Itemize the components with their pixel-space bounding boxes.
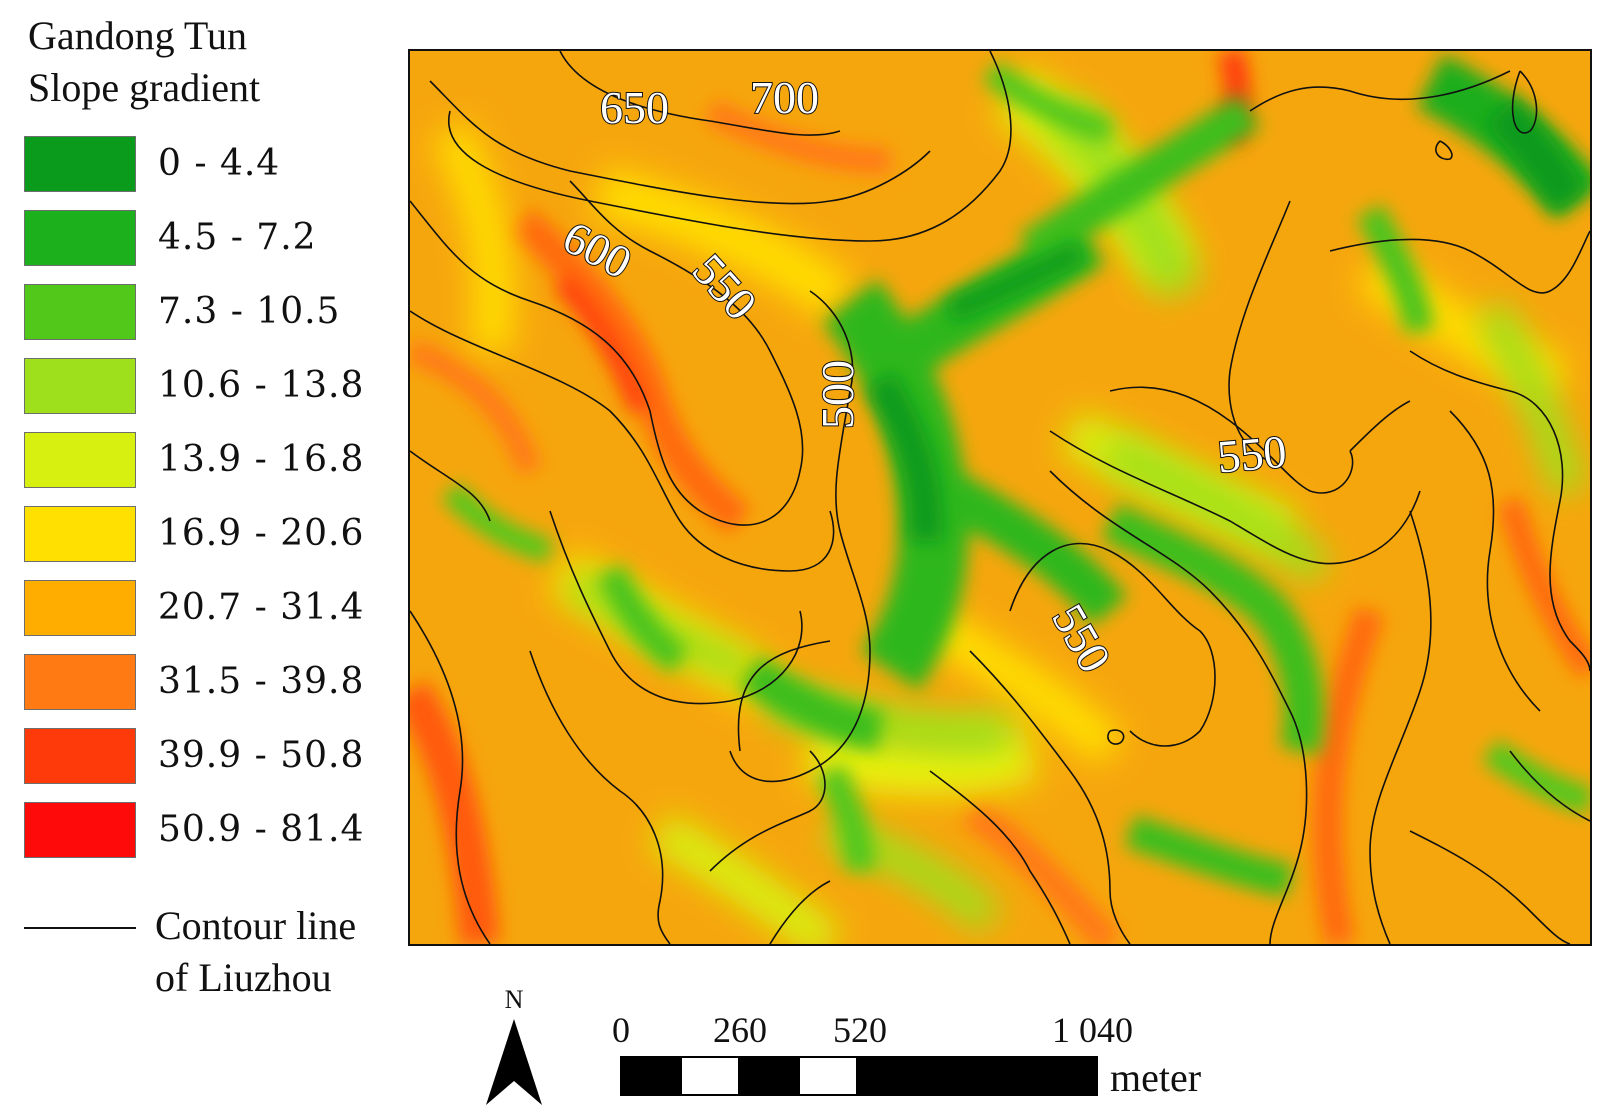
contour-label-500: 500: [812, 360, 863, 429]
legend-label: 50.9 - 81.4: [158, 809, 365, 850]
contour-line: [1435, 140, 1453, 161]
contour-line: [559, 51, 841, 136]
legend-title-line-1: Gandong Tun: [28, 13, 247, 58]
contour-line: [1369, 510, 1432, 944]
contour-line: [429, 80, 931, 205]
contour-line: [1511, 70, 1538, 134]
legend-item-class-2: 4.5 - 7.2: [24, 207, 384, 267]
contour-line: [447, 51, 1012, 242]
contour-line: [1329, 230, 1590, 294]
contour-line: [410, 310, 835, 572]
legend-label: 39.9 - 50.8: [158, 735, 365, 776]
legend-swatch: [24, 210, 136, 266]
scale-segment: [738, 1056, 800, 1096]
contour-line: [1349, 400, 1411, 452]
contour-line: [410, 180, 804, 526]
legend-label: 31.5 - 39.8: [158, 661, 365, 702]
contour-legend: Contour line of Liuzhou: [24, 900, 404, 1010]
legend-swatch: [24, 358, 136, 414]
scale-tick-260: 260: [713, 1010, 767, 1050]
contour-line: [929, 770, 1071, 944]
legend-item-class-6: 16.9 - 20.6: [24, 503, 384, 563]
scale-unit: meter: [1110, 1055, 1202, 1100]
legend-swatch: [24, 728, 136, 784]
legend-item-class-7: 20.7 - 31.4: [24, 577, 384, 637]
contour-line: [529, 650, 671, 944]
contour-line: [1049, 470, 1308, 944]
legend-swatch: [24, 284, 136, 340]
legend-label: 4.5 - 7.2: [158, 217, 317, 258]
contour-line: [1249, 70, 1511, 112]
legend-swatch: [24, 432, 136, 488]
legend-item-class-5: 13.9 - 16.8: [24, 429, 384, 489]
legend-swatch: [24, 654, 136, 710]
legend-item-class-1: 0 - 4.4: [24, 133, 384, 193]
north-arrow: N: [484, 985, 544, 1105]
contour-line: [1049, 430, 1421, 565]
scale-tick-520: 520: [833, 1010, 887, 1050]
scale-bar: 0 260 520 1 040 meter: [612, 1010, 1220, 1110]
legend-swatch: [24, 580, 136, 636]
contour-line: [1009, 542, 1216, 747]
contour-line: [1449, 410, 1541, 712]
contour-line: [709, 750, 826, 872]
scale-segment: [620, 1056, 682, 1096]
contour-line: [1228, 200, 1291, 462]
slope-map-canvas: 650 700 600 550 500 550 550: [410, 51, 1590, 944]
contour-line: [1409, 350, 1590, 672]
legend-label: 20.7 - 31.4: [158, 587, 365, 628]
contour-line: [549, 510, 803, 705]
contour-line-sample: [24, 927, 136, 929]
legend-label: 0 - 4.4: [158, 143, 281, 184]
scale-segment: [680, 1056, 740, 1096]
contour-line: [1109, 386, 1354, 494]
scale-segment: [798, 1056, 858, 1096]
contour-line: [410, 610, 491, 944]
legend-item-class-8: 31.5 - 39.8: [24, 651, 384, 711]
contour-line: [769, 880, 831, 944]
north-label: N: [504, 985, 524, 1014]
contour-legend-line-1: Contour line: [155, 903, 357, 948]
scale-tick-0: 0: [612, 1010, 630, 1050]
legend-label: 13.9 - 16.8: [158, 439, 365, 480]
flattest-valley-core: [866, 96, 1587, 543]
slope-map: 650 700 600 550 500 550 550: [408, 49, 1592, 946]
legend-item-class-3: 7.3 - 10.5: [24, 281, 384, 341]
legend-swatch: [24, 506, 136, 562]
contour-line: [729, 290, 871, 783]
legend-item-class-9: 39.9 - 50.8: [24, 725, 384, 785]
contour-label-700: 700: [750, 72, 819, 123]
legend-item-class-10: 50.9 - 81.4: [24, 799, 384, 859]
contour-line: [969, 650, 1131, 944]
legend-label: 10.6 - 13.8: [158, 365, 365, 406]
contour-legend-label: Contour line of Liuzhou: [155, 900, 356, 1004]
contour-line: [1107, 729, 1125, 745]
contour-label-550-east: 550: [1215, 426, 1288, 483]
legend-swatch: [24, 136, 136, 192]
scale-tick-1040: 1 040: [1052, 1010, 1133, 1050]
north-arrow-icon: [486, 1019, 542, 1105]
legend-label: 16.9 - 20.6: [158, 513, 365, 554]
legend-title-line-2: Slope gradient: [28, 65, 261, 110]
legend-label: 7.3 - 10.5: [158, 291, 341, 332]
legend-title: Gandong Tun Slope gradient: [28, 10, 260, 114]
contour-label-650: 650: [600, 82, 669, 133]
contour-line: [737, 640, 831, 752]
contour-legend-line-2: of Liuzhou: [155, 955, 332, 1000]
contour-line: [410, 450, 491, 522]
legend-item-class-4: 10.6 - 13.8: [24, 355, 384, 415]
scale-segment: [856, 1056, 1098, 1096]
contour-lines: [410, 51, 1590, 944]
contour-line: [1509, 750, 1590, 822]
legend-swatch: [24, 802, 136, 858]
contour-line: [1409, 830, 1571, 944]
